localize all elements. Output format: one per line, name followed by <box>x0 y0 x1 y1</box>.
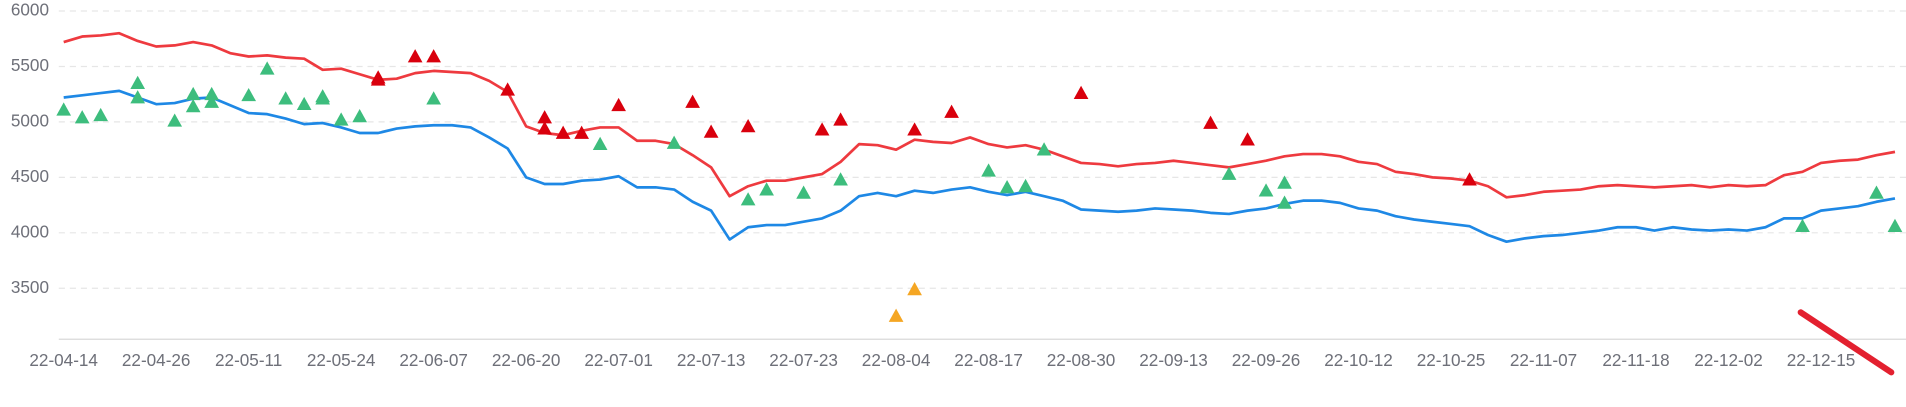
x-tick-label: 22-11-18 <box>1602 350 1669 370</box>
triangle-marker <box>555 125 571 139</box>
triangle-marker <box>352 109 368 123</box>
triangle-marker <box>1795 218 1810 233</box>
triangle-marker <box>611 97 626 112</box>
triangle-marker <box>1887 218 1903 233</box>
labels: 3500 4000 4500 5000 5500 6000 22-04-14 22-04-26… <box>11 0 1855 370</box>
triangle-marker <box>685 94 700 108</box>
triangle-marker <box>740 192 756 206</box>
triangle-marker <box>814 122 830 136</box>
triangle-marker <box>537 121 552 135</box>
triangle-marker <box>93 107 109 122</box>
trend-annotation <box>1797 309 1895 376</box>
y-tick-label: 6000 <box>11 0 49 20</box>
x-tick-label: 22-10-12 <box>1324 350 1393 370</box>
triangle-marker <box>296 96 312 111</box>
triangle-marker <box>56 102 72 116</box>
triangle-marker <box>1036 142 1052 156</box>
triangle-marker <box>185 99 201 113</box>
x-tick-label: 22-09-26 <box>1232 350 1301 370</box>
lines <box>63 31 1896 244</box>
x-tick-label: 22-04-26 <box>122 350 191 370</box>
triangle-marker <box>1221 166 1237 180</box>
triangle-marker <box>1240 132 1255 146</box>
triangle-marker <box>426 91 442 105</box>
x-tick-label: 22-07-01 <box>584 350 653 370</box>
series-line <box>63 89 1896 244</box>
triangle-marker <box>333 112 349 126</box>
triangle-marker <box>370 70 386 84</box>
x-tick-label: 22-09-13 <box>1139 350 1208 370</box>
triangle-marker <box>130 90 146 104</box>
triangle-marker <box>204 86 220 101</box>
y-tick-label: 3500 <box>11 277 49 297</box>
markers <box>56 49 1903 322</box>
y-tick-label: 5000 <box>11 110 49 130</box>
triangle-marker <box>1869 185 1884 199</box>
triangle-marker <box>426 49 442 63</box>
triangle-marker <box>833 112 848 126</box>
y-tick-label: 4000 <box>11 221 49 241</box>
triangle-marker <box>759 182 774 196</box>
triangle-marker <box>278 91 294 105</box>
triangle-marker <box>1073 85 1089 99</box>
triangle-marker <box>833 172 848 186</box>
triangle-marker <box>259 61 275 75</box>
triangle-marker <box>981 163 996 177</box>
triangle-marker <box>74 110 90 124</box>
grid <box>58 10 1906 340</box>
triangle-marker <box>1462 172 1477 186</box>
x-tick-label: 22-06-07 <box>399 350 468 370</box>
triangle-marker <box>500 82 515 96</box>
x-tick-label: 22-05-24 <box>307 350 376 370</box>
x-tick-label: 22-07-23 <box>769 350 838 370</box>
triangle-marker <box>703 124 719 138</box>
x-tick-label: 22-04-14 <box>29 350 98 370</box>
triangle-marker <box>1258 183 1274 197</box>
triangle-marker <box>1277 175 1292 189</box>
triangle-marker <box>796 185 811 199</box>
triangle-marker <box>537 110 552 124</box>
triangle-marker <box>888 308 904 322</box>
triangle-marker <box>740 119 756 133</box>
triangle-marker <box>315 91 331 105</box>
x-tick-label: 22-06-20 <box>492 350 561 370</box>
triangle-marker <box>407 49 423 63</box>
x-tick-label: 22-12-15 <box>1787 350 1856 370</box>
x-tick-label: 22-10-25 <box>1417 350 1486 370</box>
series-line <box>63 31 1896 199</box>
triangle-marker <box>1277 195 1292 209</box>
x-tick-label: 22-08-30 <box>1047 350 1116 370</box>
triangle-marker <box>944 104 959 118</box>
x-tick-label: 22-12-02 <box>1694 350 1763 370</box>
triangle-marker <box>666 135 682 149</box>
x-tick-label: 22-08-17 <box>954 350 1023 370</box>
x-tick-label: 22-05-11 <box>215 350 282 370</box>
triangle-marker <box>1203 115 1218 129</box>
triangle-marker <box>241 87 257 102</box>
x-tick-label: 22-08-04 <box>862 350 931 370</box>
y-tick-label: 5500 <box>11 55 49 75</box>
x-tick-label: 22-07-13 <box>677 350 746 370</box>
triangle-marker <box>907 122 922 136</box>
triangle-marker <box>592 136 608 150</box>
triangle-marker <box>204 94 220 108</box>
triangle-marker <box>907 282 922 296</box>
triangle-marker <box>1018 178 1033 193</box>
triangle-marker <box>167 113 183 127</box>
triangle-marker <box>130 75 146 89</box>
y-tick-label: 4500 <box>11 166 49 186</box>
triangle-marker <box>185 86 201 101</box>
triangle-marker <box>574 125 589 139</box>
triangle-marker <box>999 179 1015 194</box>
x-tick-label: 22-11-07 <box>1510 350 1577 370</box>
